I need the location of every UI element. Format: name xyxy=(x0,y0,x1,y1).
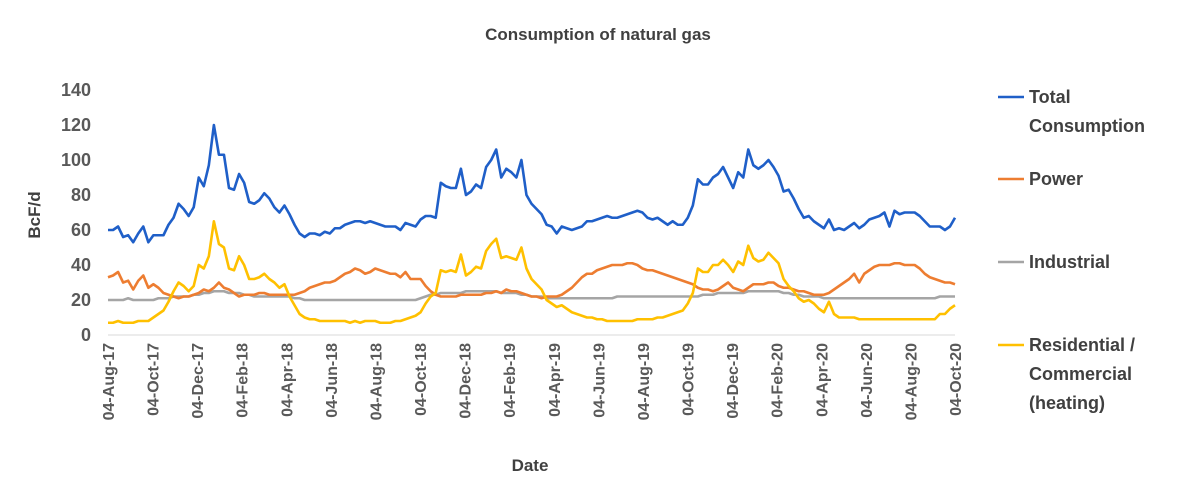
legend-item: Power xyxy=(998,169,1083,189)
y-tick-label: 20 xyxy=(71,290,91,310)
legend-label: Residential / xyxy=(1029,335,1135,355)
x-tick-label: 04-Jun-18 xyxy=(324,343,341,418)
legend-label: Power xyxy=(1029,169,1083,189)
series-line-residential-commercial-heating xyxy=(108,219,956,325)
x-tick-label: 04-Dec-18 xyxy=(458,343,475,419)
y-tick-label: 140 xyxy=(61,80,91,100)
y-axis-ticks: 0 20 40 60 80 100 120 140 xyxy=(61,80,91,345)
x-tick-label: 04-Feb-20 xyxy=(770,343,787,418)
x-tick-label: 04-Apr-19 xyxy=(547,343,564,417)
chart-title: Consumption of natural gas xyxy=(485,25,711,44)
legend-label: (heating) xyxy=(1029,393,1105,413)
legend-item: Total Consumption xyxy=(998,87,1145,136)
x-tick-label: 04-Oct-20 xyxy=(948,343,965,416)
x-tick-label: 04-Aug-18 xyxy=(368,343,385,420)
x-axis-label: Date xyxy=(512,456,549,475)
series-lines xyxy=(107,123,957,325)
x-tick-label: 04-Feb-19 xyxy=(502,343,519,418)
legend-label: Commercial xyxy=(1029,364,1132,384)
legend-label: Total xyxy=(1029,87,1071,107)
series-line-power xyxy=(107,261,956,300)
x-tick-label: 04-Feb-18 xyxy=(235,343,252,418)
x-tick-label: 04-Dec-19 xyxy=(725,343,742,419)
legend-item: Residential / Commercial (heating) xyxy=(998,335,1135,413)
x-tick-label: 04-Jun-20 xyxy=(859,343,876,418)
x-tick-label: 04-Aug-20 xyxy=(903,343,920,420)
x-tick-label: 04-Apr-20 xyxy=(814,343,831,417)
legend: Total Consumption Power Industrial Residenti… xyxy=(998,87,1145,413)
y-tick-label: 80 xyxy=(71,185,91,205)
legend-item: Industrial xyxy=(998,252,1110,272)
y-tick-label: 100 xyxy=(61,150,91,170)
y-tick-label: 40 xyxy=(71,255,91,275)
y-tick-label: 60 xyxy=(71,220,91,240)
x-tick-label: 04-Oct-19 xyxy=(681,343,698,416)
series-line-total-consumption xyxy=(108,123,957,244)
x-tick-label: 04-Apr-18 xyxy=(279,343,296,417)
legend-label: Consumption xyxy=(1029,116,1145,136)
x-tick-label: 04-Oct-18 xyxy=(413,343,430,416)
x-tick-label: 04-Dec-17 xyxy=(190,343,207,419)
y-tick-label: 0 xyxy=(81,325,91,345)
y-axis-label: BcF/d xyxy=(25,191,44,238)
legend-label: Industrial xyxy=(1029,252,1110,272)
x-axis-ticks: 04-Aug-17 04-Oct-17 04-Dec-17 04-Feb-18 04-A… xyxy=(101,343,965,420)
x-tick-label: 04-Aug-19 xyxy=(636,343,653,420)
y-tick-label: 120 xyxy=(61,115,91,135)
x-tick-label: 04-Oct-17 xyxy=(146,343,163,416)
x-tick-label: 04-Aug-17 xyxy=(101,343,118,420)
x-tick-label: 04-Jun-19 xyxy=(591,343,608,418)
